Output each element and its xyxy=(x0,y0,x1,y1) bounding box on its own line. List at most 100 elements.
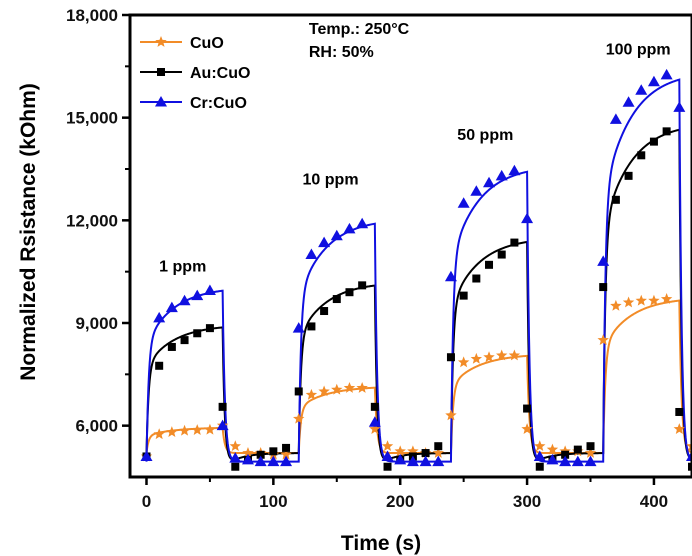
data-point xyxy=(523,404,532,413)
data-point xyxy=(383,462,392,471)
data-point xyxy=(599,283,608,292)
data-point xyxy=(229,452,242,463)
data-point xyxy=(343,222,356,234)
data-point xyxy=(153,428,165,440)
data-point xyxy=(584,455,597,467)
data-point xyxy=(673,101,686,112)
data-point xyxy=(356,217,369,229)
y-tick-label: 6,000 xyxy=(75,417,118,436)
data-point xyxy=(483,351,495,363)
legend-marker xyxy=(157,68,165,76)
data-point xyxy=(573,445,582,454)
data-point xyxy=(166,426,178,438)
data-point xyxy=(256,450,265,459)
x-tick-label: 100 xyxy=(259,492,287,511)
data-point xyxy=(470,185,483,196)
series-layer xyxy=(140,68,692,471)
data-point xyxy=(394,445,406,457)
data-point xyxy=(370,402,379,411)
data-point xyxy=(254,455,267,467)
frame-layer xyxy=(128,13,692,479)
data-point xyxy=(459,291,468,300)
legend-label: Au:CuO xyxy=(190,65,250,82)
data-point xyxy=(559,455,572,467)
data-point xyxy=(597,334,609,345)
x-axis-title: Time (s) xyxy=(341,532,421,555)
data-point xyxy=(345,288,354,297)
data-point xyxy=(622,96,635,107)
annotation: Temp.: 250°C xyxy=(309,21,410,38)
data-point xyxy=(343,382,356,393)
data-point xyxy=(167,342,176,351)
data-point xyxy=(269,447,278,456)
y-axis-title: Normalized Rsistance (kOhm) xyxy=(17,83,40,381)
data-point xyxy=(609,113,622,124)
data-point xyxy=(446,353,455,362)
data-point xyxy=(369,423,381,434)
data-point xyxy=(649,137,658,146)
data-point xyxy=(267,455,280,467)
x-tick-label: 300 xyxy=(513,492,541,511)
data-point xyxy=(457,356,470,368)
data-point xyxy=(320,307,329,316)
annotation: 1 ppm xyxy=(159,259,206,276)
axis-layer xyxy=(122,13,656,485)
data-point xyxy=(294,387,303,396)
data-point xyxy=(191,289,204,301)
data-point xyxy=(495,169,508,181)
data-point xyxy=(203,284,216,295)
y-tick-label: 18,000 xyxy=(66,6,118,25)
series-line-cr-cuo xyxy=(145,78,692,463)
plot-frame xyxy=(128,13,692,479)
data-point xyxy=(293,412,305,424)
y-tick-label: 9,000 xyxy=(75,314,118,333)
data-point xyxy=(521,212,534,224)
data-point xyxy=(611,195,620,204)
data-point xyxy=(280,448,292,460)
data-point xyxy=(292,322,305,333)
data-point xyxy=(535,462,544,471)
data-point xyxy=(432,447,444,458)
data-point xyxy=(307,322,316,331)
data-point xyxy=(496,349,508,361)
data-point xyxy=(546,443,559,455)
data-point xyxy=(407,445,419,457)
annotation: 10 ppm xyxy=(303,171,359,188)
data-point xyxy=(421,449,430,458)
y-tick-label: 15,000 xyxy=(66,109,118,128)
data-point xyxy=(282,443,291,452)
x-tick-label: 200 xyxy=(386,492,414,511)
data-point xyxy=(381,440,394,452)
data-point xyxy=(584,447,597,458)
annotation: 100 ppm xyxy=(606,41,671,58)
data-point xyxy=(155,361,164,370)
x-tick-label: 400 xyxy=(640,492,668,511)
data-point xyxy=(406,455,419,467)
data-point xyxy=(140,450,153,461)
data-point xyxy=(368,416,381,427)
data-point xyxy=(610,299,622,311)
data-point xyxy=(242,447,254,458)
data-point xyxy=(204,423,216,435)
data-point xyxy=(485,260,494,269)
data-point xyxy=(178,424,191,436)
data-point xyxy=(688,462,692,471)
data-point xyxy=(178,294,191,306)
legend-label: CuO xyxy=(190,35,224,52)
data-point xyxy=(647,75,660,87)
data-point xyxy=(533,450,546,461)
data-point xyxy=(318,385,330,397)
y-tick-label: 12,000 xyxy=(66,211,118,230)
data-point xyxy=(216,419,229,431)
data-point xyxy=(637,151,646,160)
data-point xyxy=(483,176,496,188)
data-point xyxy=(546,453,559,465)
legend-marker xyxy=(155,36,167,47)
data-point xyxy=(648,294,660,306)
data-point xyxy=(381,450,394,461)
data-point xyxy=(561,450,570,459)
legend-marker xyxy=(155,96,167,107)
data-point xyxy=(332,295,341,304)
data-point xyxy=(180,336,189,345)
